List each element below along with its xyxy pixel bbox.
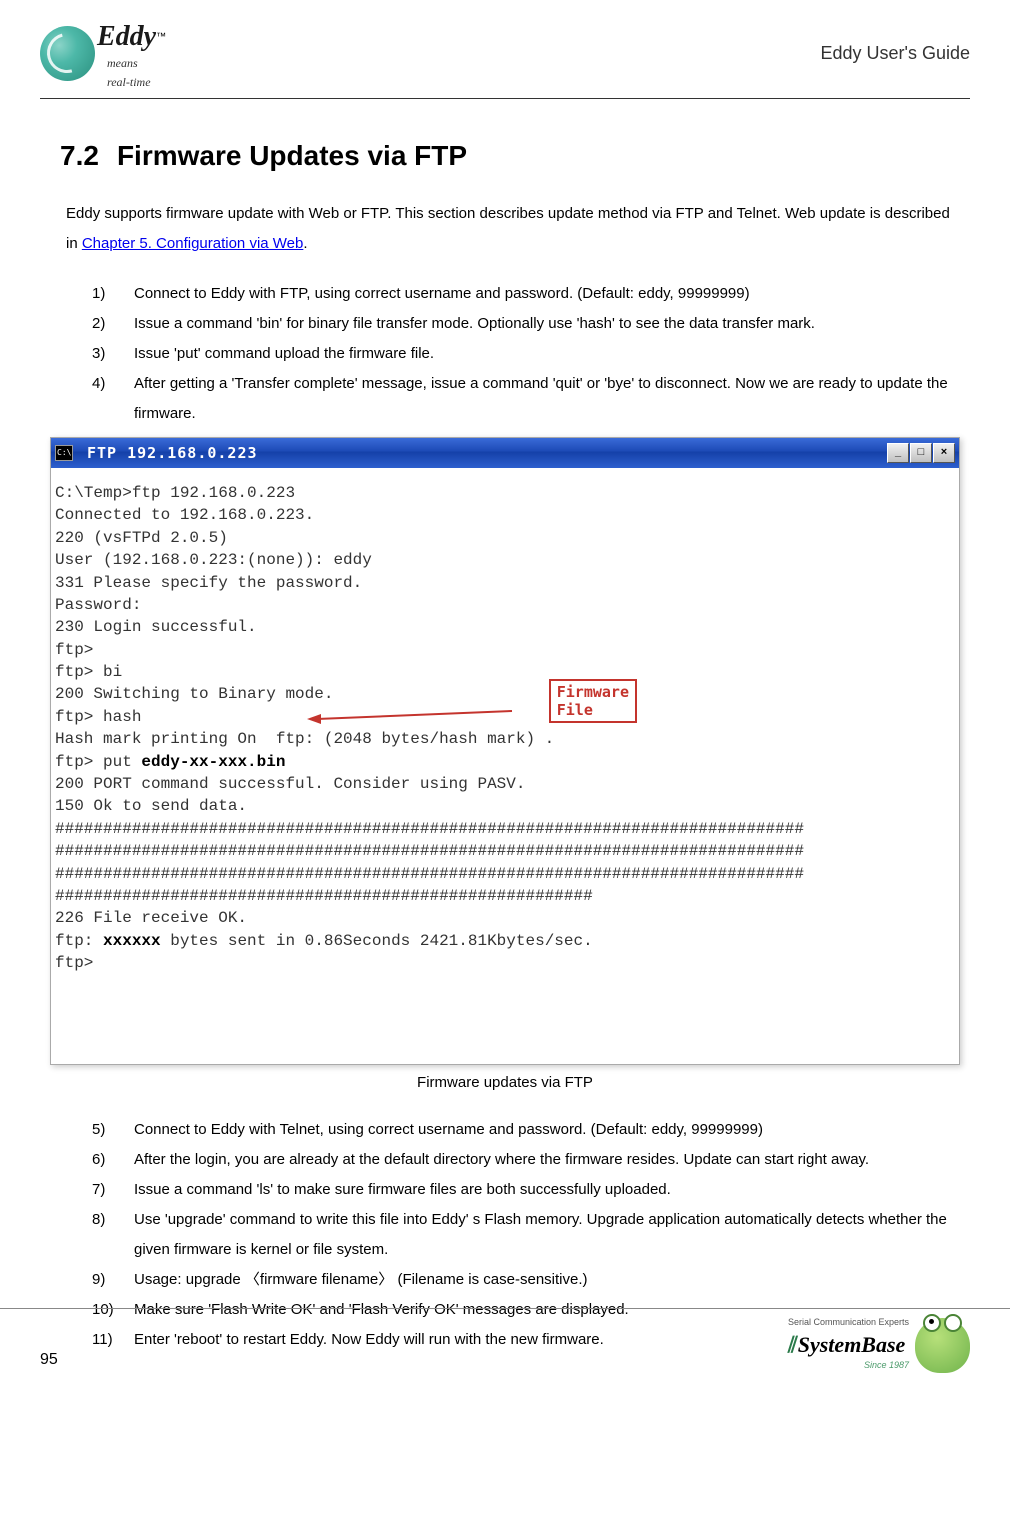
figure-caption: Firmware updates via FTP: [60, 1071, 950, 1095]
cmd-icon: [55, 445, 73, 461]
list-item-number: 1): [92, 279, 134, 309]
list-item-text: Use 'upgrade' command to write this file…: [134, 1205, 950, 1265]
term-bytes: xxxxxx: [103, 932, 161, 950]
footer-brand: SystemBase: [798, 1332, 906, 1357]
logo-mark-icon: [40, 26, 95, 81]
list-item-text: After the login, you are already at the …: [134, 1145, 950, 1175]
intro-after: .: [303, 235, 307, 252]
section-number: 7.2: [60, 140, 99, 171]
list-item: 7)Issue a command 'ls' to make sure firm…: [92, 1175, 950, 1205]
section-title: Firmware Updates via FTP: [117, 140, 467, 171]
list-item-number: 7): [92, 1175, 134, 1205]
footer-tag: Serial Communication Experts: [788, 1315, 909, 1329]
list-item-number: 9): [92, 1265, 134, 1295]
list-item: 3)Issue 'put' command upload the firmwar…: [92, 339, 950, 369]
frog-icon: [915, 1318, 970, 1373]
steps-list-1: 1)Connect to Eddy with FTP, using correc…: [60, 279, 950, 429]
list-item-text: After getting a 'Transfer complete' mess…: [134, 369, 950, 429]
footer-since: Since 1987: [788, 1358, 909, 1372]
list-item-number: 3): [92, 339, 134, 369]
list-item-number: 6): [92, 1145, 134, 1175]
list-item-number: 2): [92, 309, 134, 339]
list-item-text: Usage: upgrade 〈firmware filename〉 (File…: [134, 1265, 950, 1295]
list-item: 5)Connect to Eddy with Telnet, using cor…: [92, 1115, 950, 1145]
list-item-text: Connect to Eddy with Telnet, using corre…: [134, 1115, 950, 1145]
terminal-window: FTP 192.168.0.223 _ □ × C:\Temp>ftp 192.…: [50, 437, 960, 1065]
list-item-text: Issue a command 'ls' to make sure firmwa…: [134, 1175, 950, 1205]
list-item: 9)Usage: upgrade 〈firmware filename〉 (Fi…: [92, 1265, 950, 1295]
maximize-button[interactable]: □: [910, 443, 932, 463]
logo-tagline: means real-time: [107, 54, 166, 92]
list-item-text: Connect to Eddy with FTP, using correct …: [134, 279, 950, 309]
term-after: 200 PORT command successful. Consider us…: [55, 775, 804, 950]
page-header: Eddy™ means real-time Eddy User's Guide: [40, 15, 970, 99]
list-item: 6)After the login, you are already at th…: [92, 1145, 950, 1175]
list-item-number: 4): [92, 369, 134, 429]
terminal-body: C:\Temp>ftp 192.168.0.223 Connected to 1…: [51, 468, 959, 1064]
systembase-logo: Serial Communication Experts ⫽SystemBase…: [788, 1315, 970, 1373]
eddy-logo: Eddy™ means real-time: [40, 15, 166, 92]
close-button[interactable]: ×: [933, 443, 955, 463]
terminal-title: FTP 192.168.0.223: [87, 441, 886, 465]
config-web-link[interactable]: Chapter 5. Configuration via Web: [82, 235, 304, 252]
list-item: 8)Use 'upgrade' command to write this fi…: [92, 1205, 950, 1265]
list-item-number: 5): [92, 1115, 134, 1145]
list-item-text: Issue a command 'bin' for binary file tr…: [134, 309, 950, 339]
list-item: 4)After getting a 'Transfer complete' me…: [92, 369, 950, 429]
list-item: 2)Issue a command 'bin' for binary file …: [92, 309, 950, 339]
terminal-titlebar: FTP 192.168.0.223 _ □ ×: [51, 438, 959, 468]
logo-text: Eddy: [97, 21, 156, 52]
term-put-file: eddy-xx-xxx.bin: [141, 753, 285, 771]
list-item-text: Issue 'put' command upload the firmware …: [134, 339, 950, 369]
intro-paragraph: Eddy supports firmware update with Web o…: [60, 199, 950, 259]
minimize-button[interactable]: _: [887, 443, 909, 463]
section-heading: 7.2 Firmware Updates via FTP: [60, 134, 950, 179]
page-footer: 95 Serial Communication Experts ⫽SystemB…: [0, 1308, 1010, 1385]
term-pre: C:\Temp>ftp 192.168.0.223 Connected to 1…: [55, 484, 554, 771]
list-item: 1)Connect to Eddy with FTP, using correc…: [92, 279, 950, 309]
guide-title: Eddy User's Guide: [820, 39, 970, 68]
page-number: 95: [40, 1347, 58, 1373]
firmware-file-callout: Firmware File: [549, 679, 637, 723]
list-item-number: 8): [92, 1205, 134, 1265]
callout-arrow-icon: [307, 709, 515, 729]
